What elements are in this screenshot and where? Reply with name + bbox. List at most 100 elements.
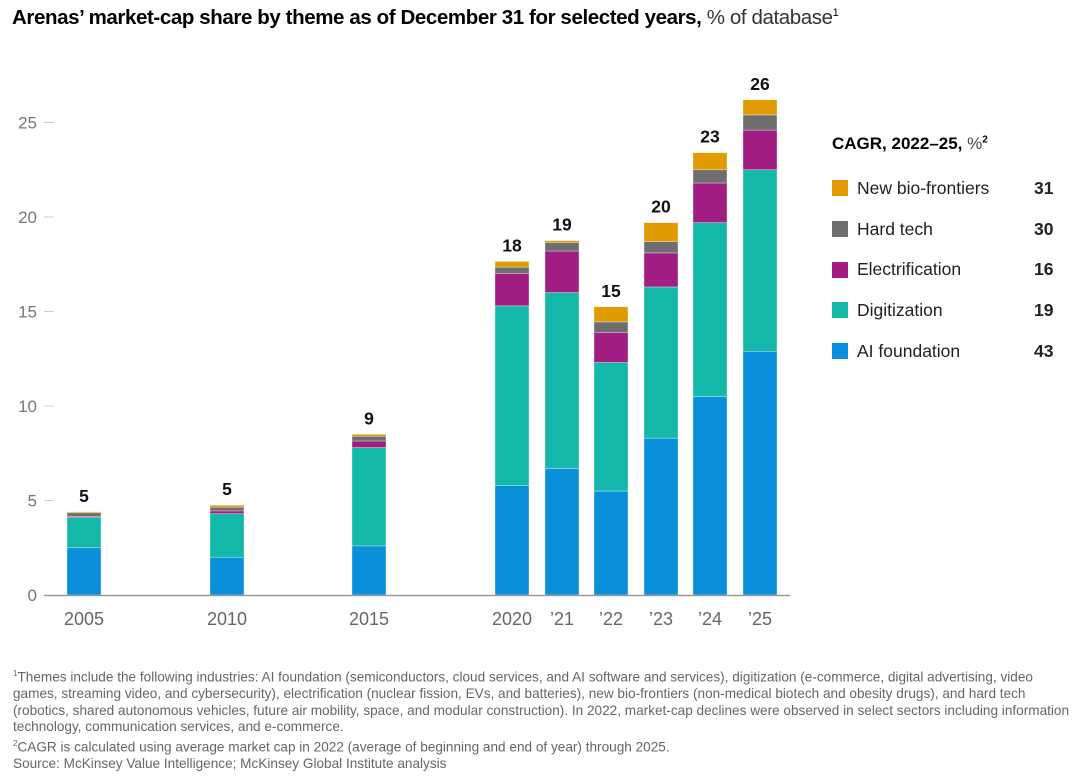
y-tick-label: 0 (28, 586, 37, 605)
bar-segment-digitization (66, 517, 102, 549)
x-tick-label: 2015 (349, 609, 389, 629)
bar-segment-hard-tech (692, 169, 728, 184)
bar-segment-electrification (692, 182, 728, 223)
legend-item-new-bio-frontiers: New bio-frontiers 31 (832, 168, 1062, 209)
total-label: 20 (651, 197, 671, 217)
bar-segment-hard-tech (593, 321, 629, 333)
total-labels: 5 5 9 18 19 15 20 23 26 (79, 74, 770, 506)
bar-segment-new-bio-frontiers (544, 240, 580, 243)
legend-label: AI foundation (857, 340, 961, 361)
legend-label: New bio-frontiers (857, 177, 990, 198)
legend-rows: New bio-frontiers 31 Hard tech 30 Electrific… (832, 168, 1062, 371)
bar-segment-ai-foundation (351, 545, 387, 596)
bar-segment-digitization (643, 286, 679, 439)
bar-stack (494, 261, 530, 596)
bar-segment-ai-foundation (544, 468, 580, 596)
bar-segment-ai-foundation (742, 350, 778, 596)
legend-swatch (832, 302, 848, 319)
x-tick-label: 2010 (207, 609, 247, 629)
bar-segment-ai-foundation (643, 437, 679, 596)
bar-segment-digitization (209, 513, 245, 558)
bar-segment-digitization (544, 292, 580, 469)
footnotes: 1Themes include the following industries… (13, 666, 1073, 773)
bar-segment-ai-foundation (692, 396, 728, 596)
legend-swatch (832, 343, 848, 360)
bar-segment-new-bio-frontiers (351, 434, 387, 437)
bar-segment-new-bio-frontiers (692, 152, 728, 171)
bar-segment-new-bio-frontiers (209, 504, 245, 508)
bar-segment-electrification (351, 440, 387, 448)
bar-segment-electrification (209, 510, 245, 515)
bar-stack (742, 99, 778, 596)
legend-item-hard-tech: Hard tech 30 (832, 209, 1062, 250)
x-tick-label: ’24 (698, 609, 722, 629)
bar-segment-digitization (742, 169, 778, 352)
legend-swatch (832, 261, 848, 278)
y-axis: 0 5 10 15 20 25 (18, 114, 54, 605)
bar-segment-hard-tech (643, 241, 679, 254)
legend-title-unit: % (962, 134, 983, 153)
footnote-2-text: CAGR is calculated using average market … (17, 739, 670, 755)
legend-label: Electrification (857, 259, 962, 280)
chart-title-main: Arenas’ market-cap share by theme as of … (12, 6, 702, 29)
legend-label: Digitization (857, 299, 943, 320)
bar-segment-electrification (593, 331, 629, 363)
footnote-2: 2CAGR is calculated using average market… (13, 736, 1073, 756)
legend-label: Hard tech (857, 218, 933, 239)
legend: CAGR, 2022–25, %2 New bio-frontiers 31 Har… (832, 134, 1062, 371)
bar-stack (593, 306, 629, 596)
y-tick-label: 25 (18, 114, 37, 133)
y-tick-label: 10 (18, 397, 37, 416)
total-label: 18 (502, 235, 522, 255)
bar-segment-digitization (351, 447, 387, 547)
legend-swatch (832, 221, 848, 238)
legend-cagr-value: 31 (1034, 177, 1054, 198)
legend-title-footnote-ref: 2 (982, 134, 988, 146)
bar-segment-electrification (494, 273, 530, 307)
legend-item-digitization: Digitization 19 (832, 290, 1062, 331)
total-label: 19 (552, 215, 572, 235)
bar-stack (643, 222, 679, 596)
x-tick-label: ’23 (649, 609, 673, 629)
bar-segment-electrification (643, 252, 679, 288)
y-tick-label: 15 (18, 303, 37, 322)
bar-stack (209, 504, 245, 596)
chart-title: Arenas’ market-cap share by theme as of … (12, 6, 839, 30)
bar-segment-new-bio-frontiers (643, 222, 679, 242)
bar-stack (66, 511, 102, 596)
bar-segment-hard-tech (544, 242, 580, 252)
legend-cagr-value: 19 (1034, 299, 1054, 320)
footnote-2-marker: 2 (13, 738, 18, 748)
bar-segment-new-bio-frontiers (494, 261, 530, 268)
total-label: 5 (222, 479, 232, 499)
legend-item-electrification: Electrification 16 (832, 249, 1062, 290)
y-tick-label: 5 (28, 492, 37, 511)
bar-stack (692, 152, 728, 596)
total-label: 9 (364, 408, 374, 428)
footnote-1-marker: 1 (13, 669, 18, 678)
legend-swatch (832, 180, 848, 197)
bar-segment-hard-tech (351, 435, 387, 442)
bar-segment-hard-tech (209, 506, 245, 512)
legend-title-main: CAGR, 2022–25, (832, 134, 963, 153)
bars (66, 99, 778, 596)
legend-cagr-value: 30 (1034, 218, 1054, 239)
source-note: Source: McKinsey Value Intelligence; McK… (13, 756, 447, 772)
legend-item-ai-foundation: AI foundation 43 (832, 331, 1062, 372)
x-tick-label: ’25 (748, 609, 772, 629)
bar-segment-digitization (692, 222, 728, 397)
bar-segment-digitization (593, 362, 629, 492)
bar-segment-new-bio-frontiers (742, 99, 778, 116)
x-tick-label: 2020 (492, 609, 532, 629)
bar-segment-hard-tech (494, 266, 530, 274)
total-label: 15 (601, 281, 621, 301)
bar-stack (351, 434, 387, 596)
y-tick-label: 20 (18, 208, 37, 227)
legend-title: CAGR, 2022–25, %2 (832, 134, 1062, 154)
x-tick-label: ’21 (550, 609, 574, 629)
bar-segment-electrification (544, 250, 580, 293)
bar-segment-new-bio-frontiers (593, 306, 629, 323)
legend-cagr-value: 43 (1034, 340, 1054, 361)
bar-segment-ai-foundation (209, 556, 245, 596)
